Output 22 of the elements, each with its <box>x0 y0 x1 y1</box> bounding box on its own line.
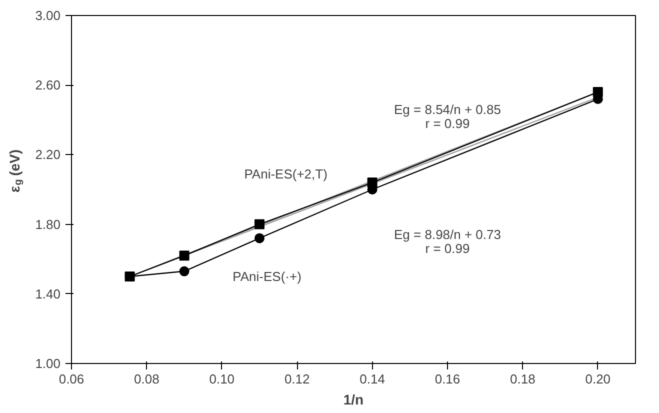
annotation: Eg = 8.54/n + 0.85 <box>394 102 501 117</box>
x-tick-label: 0.08 <box>134 372 160 386</box>
x-tick-label: 0.12 <box>284 372 310 386</box>
y-axis-title: εg (eV) <box>6 149 24 192</box>
x-tick-label: 0.10 <box>209 372 235 386</box>
annotation: r = 0.99 <box>425 241 470 256</box>
x-tick-label: 0.06 <box>58 372 84 386</box>
annotation: Eg = 8.98/n + 0.73 <box>394 227 501 242</box>
y-tick-label: 3.00 <box>35 8 61 23</box>
x-tick-label: 0.18 <box>510 372 536 386</box>
x-tick-label: 0.20 <box>585 372 611 386</box>
annotation: PAni-ES(·+) <box>232 269 302 284</box>
y-tick-label: 1.00 <box>35 356 61 371</box>
y-tick-label: 1.80 <box>35 216 61 232</box>
annotation: PAni-ES(+2,T) <box>244 166 328 182</box>
annotation: r = 0.99 <box>425 116 470 131</box>
x-tick-label: 0.16 <box>434 372 460 386</box>
x-tick-label: 0.14 <box>360 372 385 386</box>
y-tick-label: 2.60 <box>35 78 61 93</box>
y-tick-label: 2.20 <box>35 147 61 162</box>
y-tick-label: 1.40 <box>35 286 61 302</box>
x-axis-title: 1/n <box>343 392 364 408</box>
